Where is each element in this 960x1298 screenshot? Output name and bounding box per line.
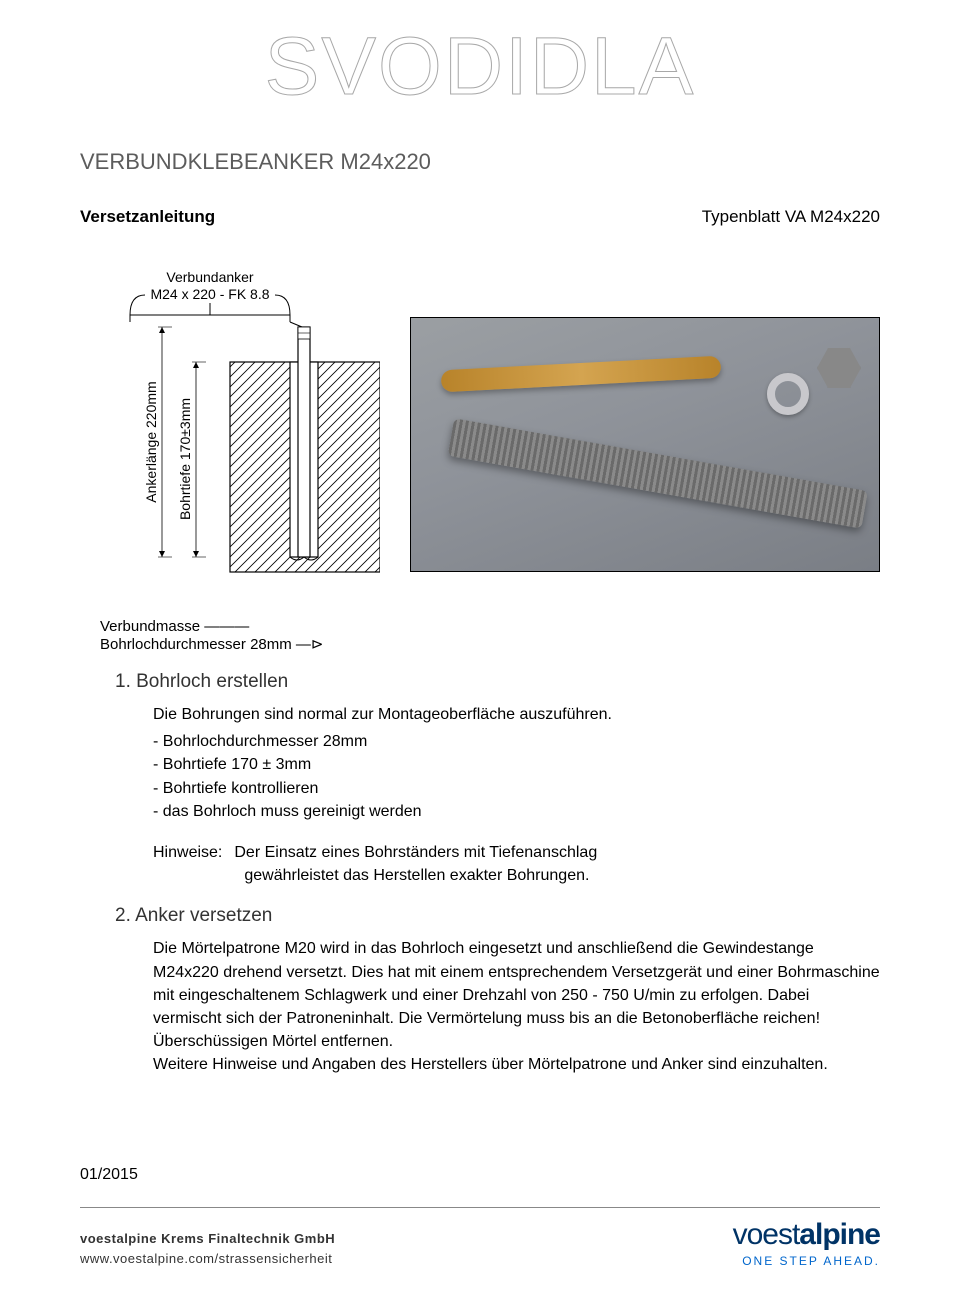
compound-label: Verbundmasse ——— <box>100 618 380 635</box>
content-area: VERBUNDKLEBEANKER M24x220 Versetzanleitu… <box>0 149 960 1184</box>
hole-diameter-label: Bohrlochdurchmesser 28mm —⊳ <box>100 635 380 653</box>
page-footer: voestalpine Krems Finaltechnik GmbH www.… <box>80 1207 880 1268</box>
hint-row: Hinweise: Der Einsatz eines Bohrständers… <box>153 841 880 887</box>
step-1-body: Die Bohrungen sind normal zur Montageobe… <box>153 703 880 887</box>
subtitle-left: Versetzanleitung <box>80 207 215 227</box>
washer-icon <box>767 373 809 415</box>
step-1-intro: Die Bohrungen sind normal zur Montageobe… <box>153 703 880 726</box>
bullet-item: - das Bohrloch muss gereinigt werden <box>153 800 880 823</box>
hint-body: Der Einsatz eines Bohrständers mit Tiefe… <box>234 841 597 887</box>
footer-logo: voestalpine <box>733 1218 880 1252</box>
hint-line-2: gewährleistet das Herstellen exakter Boh… <box>234 864 597 887</box>
footer-right: voestalpine ONE STEP AHEAD. <box>733 1218 880 1268</box>
threaded-bolt-icon <box>448 418 868 528</box>
step-2-body: Die Mörtelpatrone M20 wird in das Bohrlo… <box>153 937 880 1076</box>
logo-bold: alpine <box>799 1218 880 1251</box>
anchor-length-label: Ankerlänge 220mm <box>143 381 159 502</box>
diagram-row: Verbundanker M24 x 220 - FK 8.8 <box>80 267 880 653</box>
subtitle-right: Typenblatt VA M24x220 <box>702 207 880 227</box>
anchor-label-2: M24 x 220 - FK 8.8 <box>150 286 269 302</box>
hint-line-1: Der Einsatz eines Bohrständers mit Tiefe… <box>234 841 597 864</box>
diagram-container: Verbundanker M24 x 220 - FK 8.8 <box>80 267 380 653</box>
step-2-section: 2. Anker versetzen Die Mörtelpatrone M20… <box>115 905 880 1076</box>
step-2-text: Die Mörtelpatrone M20 wird in das Bohrlo… <box>153 937 880 1053</box>
mortar-cartridge-icon <box>441 356 722 393</box>
footer-tagline: ONE STEP AHEAD. <box>733 1254 880 1268</box>
footer-company: voestalpine Krems Finaltechnik GmbH <box>80 1229 335 1249</box>
subtitle-row: Versetzanleitung Typenblatt VA M24x220 <box>80 207 880 227</box>
page-title: SVODIDLA <box>0 0 960 114</box>
step-1-heading: 1. Bohrloch erstellen <box>115 671 880 693</box>
step-1-bullets: - Bohrlochdurchmesser 28mm - Bohrtiefe 1… <box>153 730 880 823</box>
product-heading: VERBUNDKLEBEANKER M24x220 <box>80 149 880 175</box>
step-2-text2: Weitere Hinweise und Angaben des Herstel… <box>153 1053 880 1076</box>
product-photo <box>410 317 880 572</box>
footer-left: voestalpine Krems Finaltechnik GmbH www.… <box>80 1229 335 1268</box>
date-stamp: 01/2015 <box>80 1166 880 1184</box>
nut-icon <box>817 348 861 388</box>
footer-url: www.voestalpine.com/strassensicherheit <box>80 1249 335 1269</box>
bullet-item: - Bohrlochdurchmesser 28mm <box>153 730 880 753</box>
hint-label: Hinweise: <box>153 841 222 887</box>
bullet-item: - Bohrtiefe 170 ± 3mm <box>153 753 880 776</box>
bullet-item: - Bohrtiefe kontrollieren <box>153 777 880 800</box>
anchor-label-1: Verbundanker <box>166 269 254 285</box>
drill-depth-label: Bohrtiefe 170±3mm <box>177 398 193 520</box>
step-1-section: 1. Bohrloch erstellen Die Bohrungen sind… <box>115 671 880 887</box>
anchor-diagram: Verbundanker M24 x 220 - FK 8.8 <box>80 267 380 607</box>
step-2-heading: 2. Anker versetzen <box>115 905 880 927</box>
logo-light: voest <box>733 1218 800 1251</box>
